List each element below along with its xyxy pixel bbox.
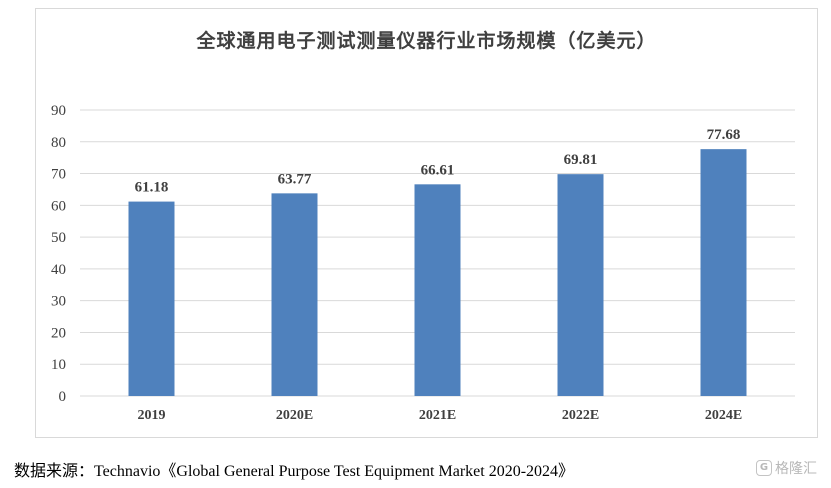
- x-tick-label-2019: 2019: [138, 408, 166, 423]
- y-tick-label: 80: [51, 135, 66, 151]
- data-label-2019: 61.18: [135, 180, 169, 196]
- data-label-2021E: 66.61: [421, 162, 455, 178]
- x-tick-label-2022E: 2022E: [562, 408, 599, 423]
- y-tick-label: 0: [59, 389, 67, 405]
- y-tick-label: 10: [51, 357, 66, 373]
- source-note: 数据来源：Technavio《Global General Purpose Te…: [14, 463, 575, 480]
- x-axis-ticks: 2019 2020E 2021E 2022E 2024E: [138, 408, 743, 423]
- bar-2020E: [271, 193, 318, 396]
- bars: [128, 149, 747, 396]
- watermark: G 格隆汇: [756, 458, 817, 478]
- y-tick-label: 40: [51, 262, 66, 278]
- y-tick-label: 30: [51, 294, 66, 310]
- data-label-2020E: 63.77: [278, 171, 312, 187]
- watermark-text: 格隆汇: [775, 461, 817, 477]
- bar-2019: [128, 201, 175, 396]
- y-tick-label: 60: [51, 198, 66, 214]
- bar-2024E: [700, 149, 747, 396]
- data-label-2024E: 77.68: [707, 127, 741, 143]
- data-label-2022E: 69.81: [564, 152, 598, 168]
- bar-2021E: [414, 184, 461, 396]
- data-labels: 61.18 63.77 66.61 69.81 77.68: [135, 127, 741, 195]
- y-axis-ticks: 0 10 20 30 40 50 60 70 80 90: [51, 103, 66, 405]
- y-tick-label: 90: [51, 103, 66, 119]
- x-tick-label-2021E: 2021E: [419, 408, 456, 423]
- y-tick-label: 70: [51, 167, 66, 183]
- bar-2022E: [557, 174, 604, 396]
- chart-title: 全球通用电子测试测量仪器行业市场规模（亿美元）: [196, 30, 657, 52]
- y-tick-label: 20: [51, 325, 66, 341]
- watermark-logo-icon: G: [756, 460, 772, 476]
- x-tick-label-2024E: 2024E: [705, 408, 742, 423]
- x-tick-label-2020E: 2020E: [276, 408, 313, 423]
- y-tick-label: 50: [51, 230, 66, 246]
